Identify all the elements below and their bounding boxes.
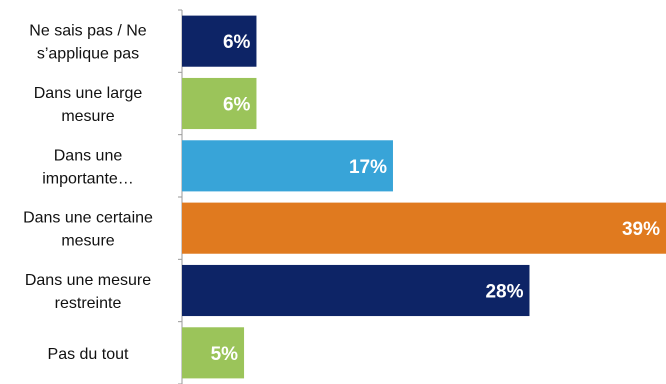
- bars: [182, 15, 666, 379]
- bar-value-label: 28%: [485, 282, 523, 303]
- category-label: Dans une mesure restreinte: [25, 272, 151, 312]
- bar: [182, 77, 257, 130]
- category-axis-ticks: [178, 9, 182, 384]
- bar-value-label: 17%: [349, 157, 387, 178]
- bar: [182, 15, 257, 67]
- category-label-line: restreinte: [55, 295, 122, 312]
- category-label-line: Ne sais pas / Ne: [29, 23, 146, 40]
- bar: [182, 327, 245, 379]
- category-label-line: mesure: [61, 108, 114, 125]
- category-label: Dans une importante…: [42, 147, 134, 187]
- bar: [182, 264, 530, 317]
- bar: [182, 202, 666, 254]
- category-label-line: Dans une certaine: [23, 210, 153, 227]
- category-label: Dans une certaine mesure: [23, 210, 153, 250]
- category-label-line: Dans une mesure: [25, 272, 151, 289]
- bar: [182, 140, 393, 192]
- bar-value-label: 6%: [223, 95, 251, 116]
- category-label-line: Pas du tout: [48, 346, 130, 363]
- bar-value-label: 5%: [211, 344, 239, 365]
- value-labels: 6% 6% 17% 39% 28% 5%: [211, 32, 661, 365]
- category-label: Ne sais pas / Ne s’applique pas: [29, 23, 146, 63]
- category-label-line: mesure: [61, 233, 114, 250]
- category-label-line: s’applique pas: [37, 46, 139, 63]
- category-labels: Ne sais pas / Ne s’applique pas Dans une l…: [23, 23, 153, 363]
- category-label-line: importante…: [42, 170, 134, 187]
- bar-value-label: 39%: [622, 219, 660, 240]
- category-label: Dans une large mesure: [34, 85, 143, 125]
- category-label-line: Dans une: [54, 147, 123, 164]
- bar-value-label: 6%: [223, 32, 251, 53]
- category-label: Pas du tout: [48, 346, 130, 363]
- category-label-line: Dans une large: [34, 85, 143, 102]
